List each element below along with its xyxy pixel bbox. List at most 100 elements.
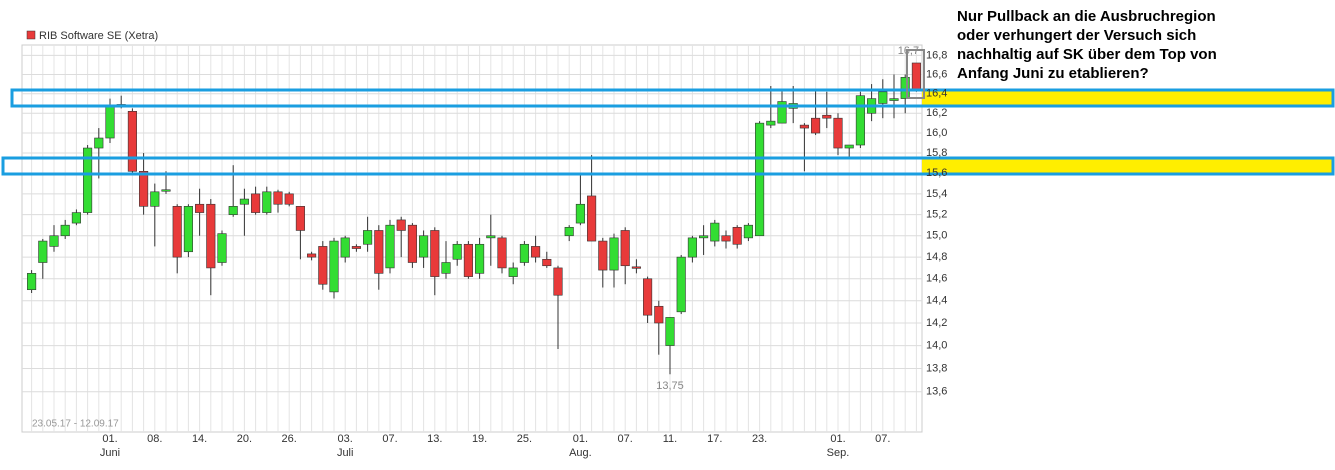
candle-body xyxy=(732,226,742,245)
note-line: Nur Pullback an die Ausbruchregion xyxy=(957,8,1216,25)
candle-body xyxy=(497,237,507,269)
candle-body xyxy=(206,203,216,269)
candle-body xyxy=(251,193,261,213)
x-tick-label: 08. xyxy=(147,433,162,445)
candle-body xyxy=(508,267,518,277)
y-tick-label: 15,8 xyxy=(926,147,947,159)
x-tick-label: 26. xyxy=(282,433,297,445)
candle-body xyxy=(329,240,339,293)
candle-body xyxy=(307,253,317,258)
candle-body xyxy=(351,246,361,249)
candle-body xyxy=(799,124,809,129)
candle-body xyxy=(699,235,709,239)
candle-body xyxy=(83,147,93,213)
y-tick-label: 16,6 xyxy=(926,68,947,80)
candle-body xyxy=(38,240,48,263)
y-tick-label: 16,8 xyxy=(926,49,947,61)
candle-body xyxy=(911,62,921,90)
candle-body xyxy=(239,198,249,205)
x-tick-label: 01. xyxy=(830,433,845,445)
candle-body xyxy=(564,226,574,237)
y-tick-label: 16,2 xyxy=(926,107,947,119)
y-tick-label: 14,6 xyxy=(926,273,947,285)
month-label: Juli xyxy=(337,447,354,459)
x-tick-label: 20. xyxy=(237,433,252,445)
x-tick-label: 07. xyxy=(618,433,633,445)
x-tick-label: 01. xyxy=(573,433,588,445)
candle-body xyxy=(419,235,429,258)
candle-body xyxy=(486,235,496,239)
y-tick-label: 16,0 xyxy=(926,127,947,139)
x-tick-label: 19. xyxy=(472,433,487,445)
candle-body xyxy=(553,267,563,296)
candle-body xyxy=(755,122,765,237)
candle-body xyxy=(587,195,597,242)
y-tick-label: 14,4 xyxy=(926,295,947,307)
y-tick-label: 14,0 xyxy=(926,339,947,351)
candle-body xyxy=(49,235,59,247)
candle-body xyxy=(94,137,104,149)
candle-body xyxy=(195,203,205,213)
x-tick-label: 07. xyxy=(382,433,397,445)
candle-body xyxy=(620,230,630,267)
highlight-box xyxy=(906,49,925,99)
y-tick-label: 15,4 xyxy=(926,188,947,200)
candle-body xyxy=(654,305,664,324)
candle-body xyxy=(743,224,753,239)
x-tick-label: 01. xyxy=(102,433,117,445)
candle-body xyxy=(127,111,137,172)
zone-fill xyxy=(922,91,1333,105)
note-line: Anfang Juni zu etablieren? xyxy=(957,65,1149,82)
candle-body xyxy=(811,117,821,134)
y-tick-label: 14,8 xyxy=(926,251,947,263)
candle-body xyxy=(183,206,193,253)
month-label: Aug. xyxy=(569,447,592,459)
candle-body xyxy=(844,144,854,149)
candle-body xyxy=(542,258,552,267)
x-tick-label: 14. xyxy=(192,433,207,445)
extreme-label: 13,75 xyxy=(656,380,684,392)
candle-body xyxy=(598,240,608,271)
extreme-label: 16,7 xyxy=(898,45,919,57)
candle-body xyxy=(833,117,843,149)
x-tick-label: 13. xyxy=(427,433,442,445)
zone-fill xyxy=(922,159,1333,173)
candle-body xyxy=(363,230,373,245)
candle-body xyxy=(575,203,585,224)
candle-body xyxy=(900,77,910,99)
month-label: Juni xyxy=(100,447,120,459)
candle-body xyxy=(452,243,462,260)
x-tick-label: 07. xyxy=(875,433,890,445)
legend-swatch xyxy=(26,30,36,40)
zone-box xyxy=(1,156,1335,176)
candle-body xyxy=(284,193,294,205)
candle-body xyxy=(721,235,731,242)
x-tick-label: 23. xyxy=(752,433,767,445)
x-tick-label: 11. xyxy=(663,433,677,445)
candle-body xyxy=(710,222,720,242)
x-tick-label: 17. xyxy=(707,433,722,445)
candle-body xyxy=(878,91,888,104)
candle-body xyxy=(463,243,473,277)
candle-body xyxy=(396,219,406,231)
candle-body xyxy=(273,191,283,205)
candle-body xyxy=(172,206,182,258)
candle-body xyxy=(519,243,529,263)
candle-body xyxy=(385,224,395,269)
candle-body xyxy=(687,237,697,258)
note-line: oder verhungert der Versuch sich xyxy=(957,27,1196,44)
candle-body xyxy=(643,278,653,316)
month-label: Sep. xyxy=(827,447,850,459)
candle-body xyxy=(889,98,899,101)
candle-body xyxy=(217,233,227,263)
x-tick-label: 03. xyxy=(338,433,353,445)
note-line: nachhaltig auf SK über dem Top von xyxy=(957,46,1217,63)
y-tick-label: 15,6 xyxy=(926,167,947,179)
candle-body xyxy=(262,191,272,213)
candle-body xyxy=(374,230,384,274)
y-tick-label: 15,0 xyxy=(926,230,947,242)
plot-area xyxy=(21,44,923,433)
candle-body xyxy=(139,170,149,207)
candle-body xyxy=(822,114,832,119)
